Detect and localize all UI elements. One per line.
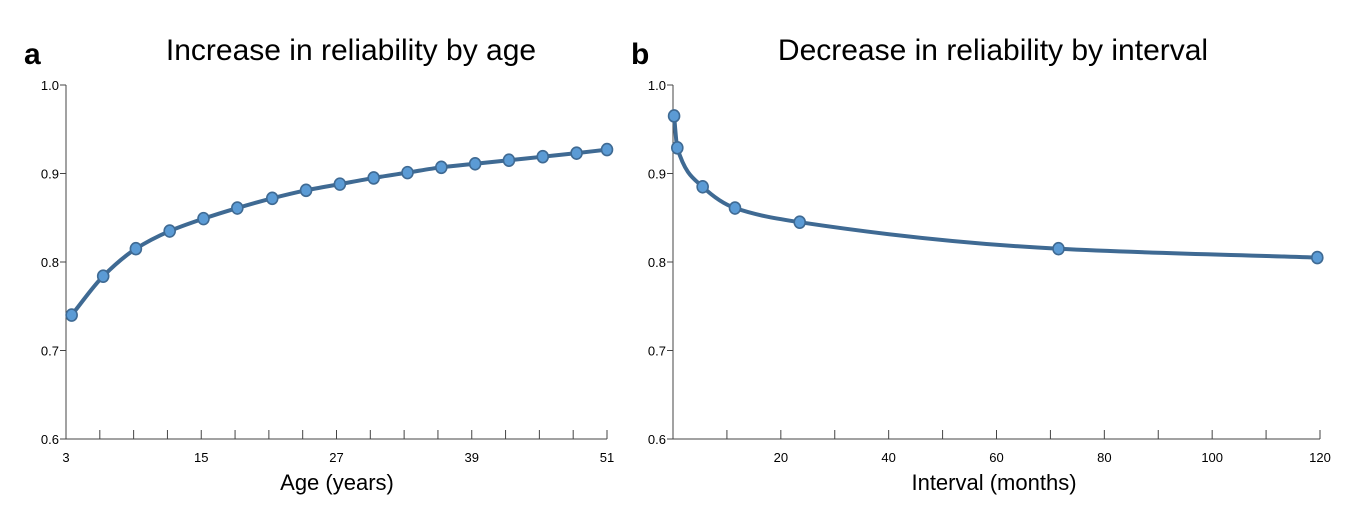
panel-a-series-line — [69, 147, 609, 318]
panel-a-x-tick-label: 39 — [465, 450, 479, 465]
panel-a-data-point — [129, 241, 143, 256]
panel-a-data-point — [401, 165, 414, 180]
panel-a-data-point — [65, 308, 78, 322]
panel-b-data-point — [1311, 250, 1324, 265]
panel-a-x-tick-label: 27 — [329, 450, 343, 465]
panel-a-letter: a — [24, 38, 41, 71]
panel-b-title: Decrease in reliability by interval — [778, 34, 1208, 67]
panel-b-series-line — [672, 113, 1320, 260]
panel-b-x-tick-label: 20 — [774, 450, 788, 465]
panel-b-data-point — [671, 141, 684, 155]
panel-b-data-point — [1052, 241, 1065, 256]
panel-a-data-point — [502, 153, 516, 168]
panel-b-x-tick-label: 60 — [989, 450, 1003, 465]
panel-a-data-point — [96, 269, 110, 283]
panel-a-y-tick-label: 0.9 — [41, 167, 59, 182]
panel-a-data-point — [265, 191, 279, 206]
panel-b-x-axis-label: Interval (months) — [911, 470, 1076, 495]
panel-b-x-tick-label: 80 — [1097, 450, 1111, 465]
panel-a-data-point — [197, 211, 210, 226]
panel-b-x-tick-label: 120 — [1309, 450, 1331, 465]
panel-b-chart: b Decrease in reliability by interval In… — [631, 34, 1331, 495]
panel-b-letter: b — [631, 38, 649, 71]
panel-a-title: Increase in reliability by age — [166, 34, 536, 67]
panel-a-data-point — [600, 142, 614, 157]
panel-a-data-point — [435, 160, 448, 175]
panel-b-data-point — [696, 179, 709, 194]
panel-b-data-point — [667, 109, 681, 123]
panel-a-x-tick-label: 15 — [194, 450, 208, 465]
panel-b-y-tick-label: 1.0 — [648, 78, 666, 93]
panel-a-chart: a Increase in reliability by age Age (ye… — [24, 34, 614, 495]
panel-a-data-point — [163, 224, 176, 238]
panel-b-x-tick-label: 100 — [1201, 450, 1223, 465]
panel-a-x-axis-label: Age (years) — [280, 470, 394, 495]
panel-a-y-tick-label: 0.7 — [41, 344, 59, 359]
panel-a-x-tick-label: 3 — [62, 450, 69, 465]
panel-a-y-tick-label: 0.6 — [41, 432, 59, 447]
panel-a-y-tick-label: 1.0 — [41, 78, 59, 93]
panel-b-data-point — [728, 201, 742, 215]
panel-b-data-point — [793, 215, 807, 229]
panel-a-data-point — [536, 149, 550, 164]
panel-a-y-tick-label: 0.8 — [41, 255, 59, 270]
panel-b-y-tick-label: 0.9 — [648, 167, 666, 182]
panel-b-x-tick-label: 40 — [881, 450, 895, 465]
panel-a-data-point — [299, 183, 313, 198]
panel-a-data-point — [231, 201, 244, 215]
panel-a-data-point — [367, 171, 380, 185]
panel-b-y-tick-label: 0.8 — [648, 255, 666, 270]
panel-b-y-tick-label: 0.7 — [648, 344, 666, 359]
panel-a-data-point — [468, 156, 482, 171]
panel-b-y-tick-label: 0.6 — [648, 432, 666, 447]
panel-a-data-point — [333, 177, 347, 191]
panel-a-x-tick-label: 51 — [600, 450, 614, 465]
panel-a-data-point — [570, 146, 583, 160]
